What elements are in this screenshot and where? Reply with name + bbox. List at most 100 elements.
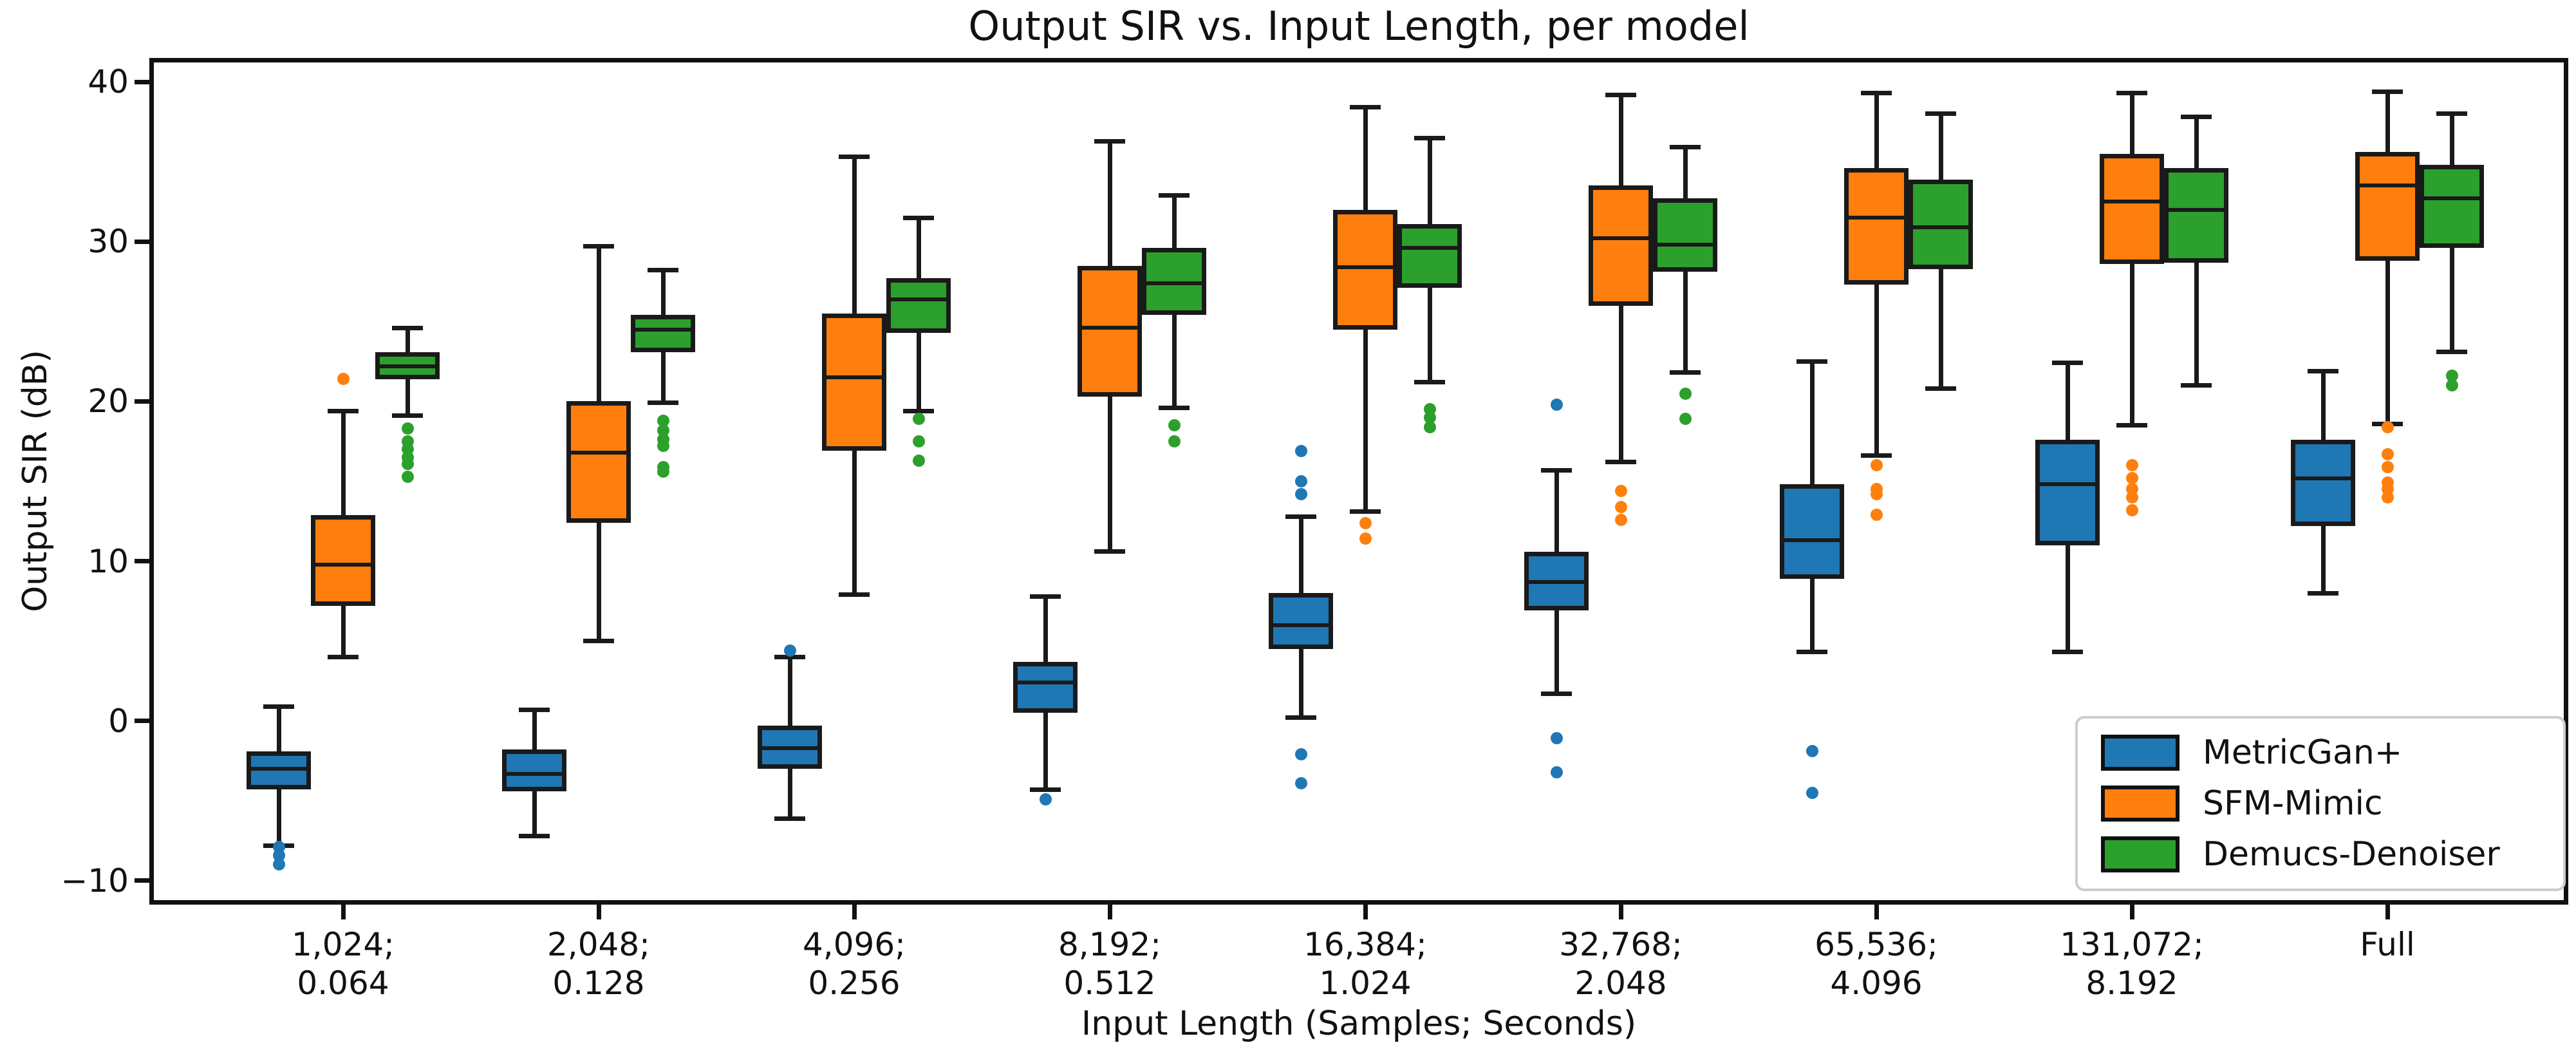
- x-tick-label: 32,768; 2.048: [1559, 926, 1683, 1002]
- whisker-cap-bottom: [1861, 453, 1892, 458]
- outlier-dot: [1614, 513, 1627, 526]
- box-Demucs-Denoiser: [1909, 179, 1973, 269]
- whisker-cap-top: [1797, 359, 1827, 364]
- box-Demucs-Denoiser: [2164, 168, 2228, 263]
- y-tick-mark: [135, 559, 149, 564]
- legend-item-Demucs-Denoiser: Demucs-Denoiser: [2101, 835, 2563, 874]
- whisker-cap-top: [2116, 91, 2147, 96]
- outlier-dot: [401, 457, 414, 470]
- outlier-dot: [1870, 487, 1883, 500]
- median-line: [2424, 196, 2479, 201]
- outlier-dot: [657, 466, 669, 478]
- outlier-dot: [1039, 793, 1052, 805]
- outlier-dot: [1294, 748, 1307, 761]
- box-Demucs-Denoiser: [1397, 224, 1462, 288]
- outlier-dot: [2381, 491, 2394, 503]
- median-line: [380, 364, 435, 368]
- whisker-cap-bottom: [2052, 650, 2083, 655]
- y-tick-label: 10: [88, 542, 129, 580]
- box-SFM-Mimic: [1333, 209, 1397, 330]
- outlier-dot: [912, 454, 925, 467]
- legend-label: Demucs-Denoiser: [2203, 834, 2500, 874]
- y-tick-mark: [135, 79, 149, 84]
- x-tick-mark: [596, 905, 601, 919]
- median-line: [2360, 184, 2415, 188]
- whisker-cap-bottom: [1094, 549, 1125, 554]
- outlier-dot: [2125, 459, 2138, 472]
- y-axis-label: Output SIR (dB): [16, 350, 55, 612]
- x-tick-label: Full: [2360, 926, 2415, 963]
- whisker-cap-top: [2436, 111, 2467, 117]
- x-tick-mark: [1874, 905, 1879, 919]
- y-tick-label: 20: [88, 382, 129, 420]
- outlier-dot: [401, 422, 414, 435]
- outlier-dot: [1806, 786, 1818, 799]
- whisker-cap-bottom: [839, 592, 870, 598]
- y-tick-mark: [135, 719, 149, 724]
- outlier-dot: [912, 435, 925, 447]
- x-tick-label: 131,072; 8.192: [2060, 926, 2204, 1002]
- median-line: [1913, 225, 1968, 229]
- median-line: [251, 767, 306, 771]
- box-MetricGan+: [2291, 439, 2355, 526]
- y-tick-label: −10: [61, 861, 129, 899]
- outlier-dot: [272, 858, 285, 871]
- outlier-dot: [1423, 420, 1436, 433]
- whisker-cap-bottom: [903, 408, 934, 413]
- whisker-cap-bottom: [1670, 370, 1701, 375]
- y-tick-label: 30: [88, 223, 129, 261]
- median-line: [826, 375, 882, 380]
- x-tick-mark: [2385, 905, 2390, 919]
- whisker-cap-bottom: [1605, 460, 1636, 465]
- box-MetricGan+: [1013, 661, 1078, 713]
- whisker-cap-bottom: [1285, 715, 1316, 720]
- whisker-cap-bottom: [519, 833, 550, 838]
- outlier-dot: [401, 470, 414, 483]
- whisker-cap-top: [1414, 135, 1445, 140]
- median-line: [1273, 623, 1329, 627]
- median-line: [891, 297, 946, 301]
- median-line: [571, 450, 626, 455]
- whisker-cap-top: [1285, 514, 1316, 519]
- whisker-cap-bottom: [583, 639, 614, 644]
- whisker-cap-bottom: [1925, 386, 1956, 391]
- outlier-dot: [1614, 484, 1627, 497]
- median-line: [2104, 200, 2160, 204]
- median-line: [315, 562, 371, 567]
- whisker-cap-top: [583, 244, 614, 249]
- box-Demucs-Denoiser: [2420, 165, 2484, 249]
- whisker-cap-bottom: [648, 400, 678, 406]
- legend-swatch-icon: [2101, 735, 2179, 771]
- whisker-cap-top: [839, 155, 870, 160]
- outlier-dot: [1423, 411, 1436, 424]
- legend: MetricGan+ SFM-Mimic Demucs-Denoiser: [2075, 716, 2566, 891]
- x-tick-mark: [341, 905, 346, 919]
- median-line: [2040, 482, 2095, 487]
- whisker-cap-top: [1030, 594, 1061, 599]
- legend-label: SFM-Mimic: [2203, 784, 2383, 823]
- whisker-cap-top: [519, 707, 550, 712]
- whisker-cap-top: [1541, 467, 1572, 473]
- whisker-cap-bottom: [1159, 405, 1190, 410]
- median-line: [1338, 265, 1393, 270]
- box-SFM-Mimic: [1589, 185, 1653, 306]
- outlier-dot: [2125, 503, 2138, 516]
- whisker-cap-top: [1925, 111, 1956, 117]
- whisker-cap-top: [903, 215, 934, 220]
- whisker-cap-top: [392, 325, 423, 330]
- whisker-cap-top: [1094, 138, 1125, 144]
- median-line: [1018, 681, 1073, 685]
- outlier-dot: [2381, 460, 2394, 473]
- whisker-cap-bottom: [2116, 423, 2147, 428]
- whisker-cap-top: [1350, 105, 1381, 110]
- x-tick-mark: [1618, 905, 1623, 919]
- box-SFM-Mimic: [1078, 265, 1142, 397]
- whisker-cap-bottom: [2181, 383, 2212, 388]
- whisker-cap-bottom: [1797, 650, 1827, 655]
- legend-label: MetricGan+: [2203, 733, 2403, 773]
- outlier-dot: [1168, 419, 1181, 432]
- outlier-dot: [783, 645, 796, 657]
- whisker-cap-top: [1159, 193, 1190, 198]
- whisker-cap-bottom: [1030, 787, 1061, 792]
